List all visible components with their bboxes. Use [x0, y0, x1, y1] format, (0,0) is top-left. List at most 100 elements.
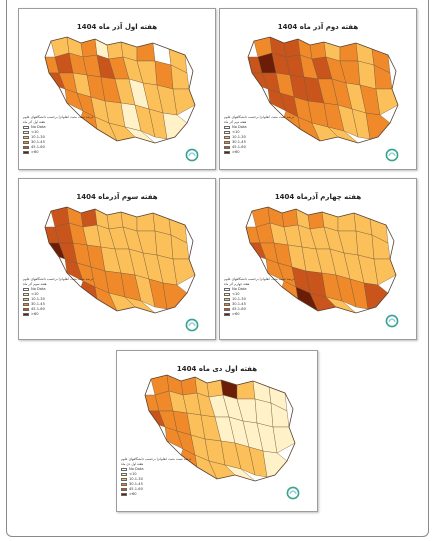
province-region [180, 376, 198, 396]
legend-label: 45.1-60 [31, 145, 45, 149]
legend-label: 10.1-30 [232, 135, 246, 139]
map-title: هفته چهارم آذرماه 1404 [274, 193, 362, 201]
legend-item: <10 [23, 292, 93, 297]
legend-label: >60 [232, 150, 240, 154]
legend-item: <10 [224, 292, 294, 297]
legend-label: 10.1-30 [31, 297, 45, 301]
legend-label: <10 [232, 130, 240, 134]
legend-label: 10.1-30 [129, 477, 143, 481]
legend-label: No Data [232, 287, 247, 291]
legend-caption: درصد تست مثبت انفلوانزا برحسب دانشگاههای… [224, 115, 295, 119]
legend-item: 45.1-60 [224, 145, 294, 150]
province-region [373, 258, 396, 286]
legend-swatch [224, 130, 230, 135]
province-region [124, 296, 156, 313]
legend-swatch [23, 125, 29, 130]
legend-item: >60 [23, 312, 93, 317]
legend-subcaption: هفته چهارم آذر ماه [224, 282, 250, 286]
map-card-week2: هفته دوم آذر ماه 1404 درصد تست مثبت انفل… [219, 8, 417, 170]
legend-label: 10.1-30 [232, 297, 246, 301]
legend-swatch [224, 287, 230, 292]
legend-item: >60 [23, 150, 93, 155]
iran-choropleth-map [44, 36, 196, 144]
map-legend: درصد تست مثبت انفلوانزا برحسب دانشگاههای… [121, 457, 191, 497]
legend-swatch [23, 130, 29, 135]
ministry-logo-icon [385, 148, 399, 162]
province-region [283, 38, 301, 58]
legend-swatch [224, 292, 230, 297]
province-region [254, 398, 274, 428]
legend-swatch [224, 140, 230, 145]
map-title: هفته دوم آذر ماه 1404 [277, 23, 359, 31]
legend-item: 45.1-60 [23, 145, 93, 150]
province-region [339, 42, 359, 62]
legend-swatch [224, 150, 230, 155]
legend-item: 30.1-45 [121, 482, 191, 487]
legend-item: No Data [224, 287, 294, 292]
legend-swatch [23, 297, 29, 302]
legend-item: 30.1-45 [23, 302, 93, 307]
province-region [325, 296, 357, 313]
ministry-logo-icon [185, 318, 199, 332]
country-outline [44, 206, 196, 314]
legend-swatch [121, 487, 127, 492]
legend-label: <10 [31, 130, 39, 134]
legend-swatch [23, 140, 29, 145]
legend-label: >60 [232, 312, 240, 316]
province-region [136, 42, 156, 62]
legend-swatch [121, 482, 127, 487]
province-region [162, 282, 188, 310]
map-legend: درصد تست مثبت انفلوانزا برحسب دانشگاههای… [23, 277, 93, 317]
legend-label: <10 [232, 292, 240, 296]
legend-label: 30.1-45 [31, 302, 45, 306]
legend-swatch [23, 307, 29, 312]
legend-item: No Data [121, 467, 191, 472]
legend-item: 10.1-30 [224, 135, 294, 140]
province-region [154, 60, 174, 90]
legend-item: >60 [224, 312, 294, 317]
legend-swatch [224, 312, 230, 317]
province-region [80, 208, 98, 228]
ministry-logo-icon [185, 148, 199, 162]
legend-label: No Data [232, 125, 247, 129]
legend-label: >60 [31, 312, 39, 316]
legend-subcaption: هفته اول دی ماه [121, 462, 144, 466]
map-legend: درصد تست مثبت انفلوانزا برحسب دانشگاههای… [224, 277, 294, 317]
legend-label: >60 [31, 150, 39, 154]
province-region [124, 126, 156, 143]
legend-label: No Data [129, 467, 144, 471]
legend-caption: درصد تست مثبت انفلوانزا برحسب دانشگاههای… [23, 115, 94, 119]
legend-label: No Data [31, 125, 46, 129]
legend-swatch [224, 135, 230, 140]
map-card-week4: هفته چهارم آذرماه 1404 درصد تست مثبت انف… [219, 178, 417, 340]
legend-swatch [23, 150, 29, 155]
province-region [357, 60, 377, 90]
legend-item: 10.1-30 [23, 135, 93, 140]
province-region [136, 212, 156, 232]
province-region [224, 464, 256, 481]
ministry-logo-icon [286, 486, 300, 500]
province-region [272, 426, 295, 454]
province-region [236, 380, 256, 400]
province-region [355, 230, 375, 260]
legend-item: 45.1-60 [224, 307, 294, 312]
province-region [327, 126, 359, 143]
legend-item: No Data [224, 125, 294, 130]
legend-label: >60 [129, 492, 137, 496]
legend-label: 10.1-30 [31, 135, 45, 139]
legend-item: No Data [23, 125, 93, 130]
map-title: هفته اول دی ماه 1404 [176, 365, 258, 373]
legend-label: 45.1-60 [232, 145, 246, 149]
legend-swatch [224, 125, 230, 130]
legend-item: >60 [121, 492, 191, 497]
legend-swatch [121, 467, 127, 472]
legend-item: 45.1-60 [23, 307, 93, 312]
province-region [281, 208, 299, 228]
map-title: هفته سوم آذرماه 1404 [76, 193, 158, 201]
province-region [337, 212, 357, 232]
legend-item: 10.1-30 [224, 297, 294, 302]
province-region [172, 88, 195, 116]
legend-item: 45.1-60 [121, 487, 191, 492]
map-legend: درصد تست مثبت انفلوانزا برحسب دانشگاههای… [224, 115, 294, 155]
iran-choropleth-map [245, 206, 397, 314]
